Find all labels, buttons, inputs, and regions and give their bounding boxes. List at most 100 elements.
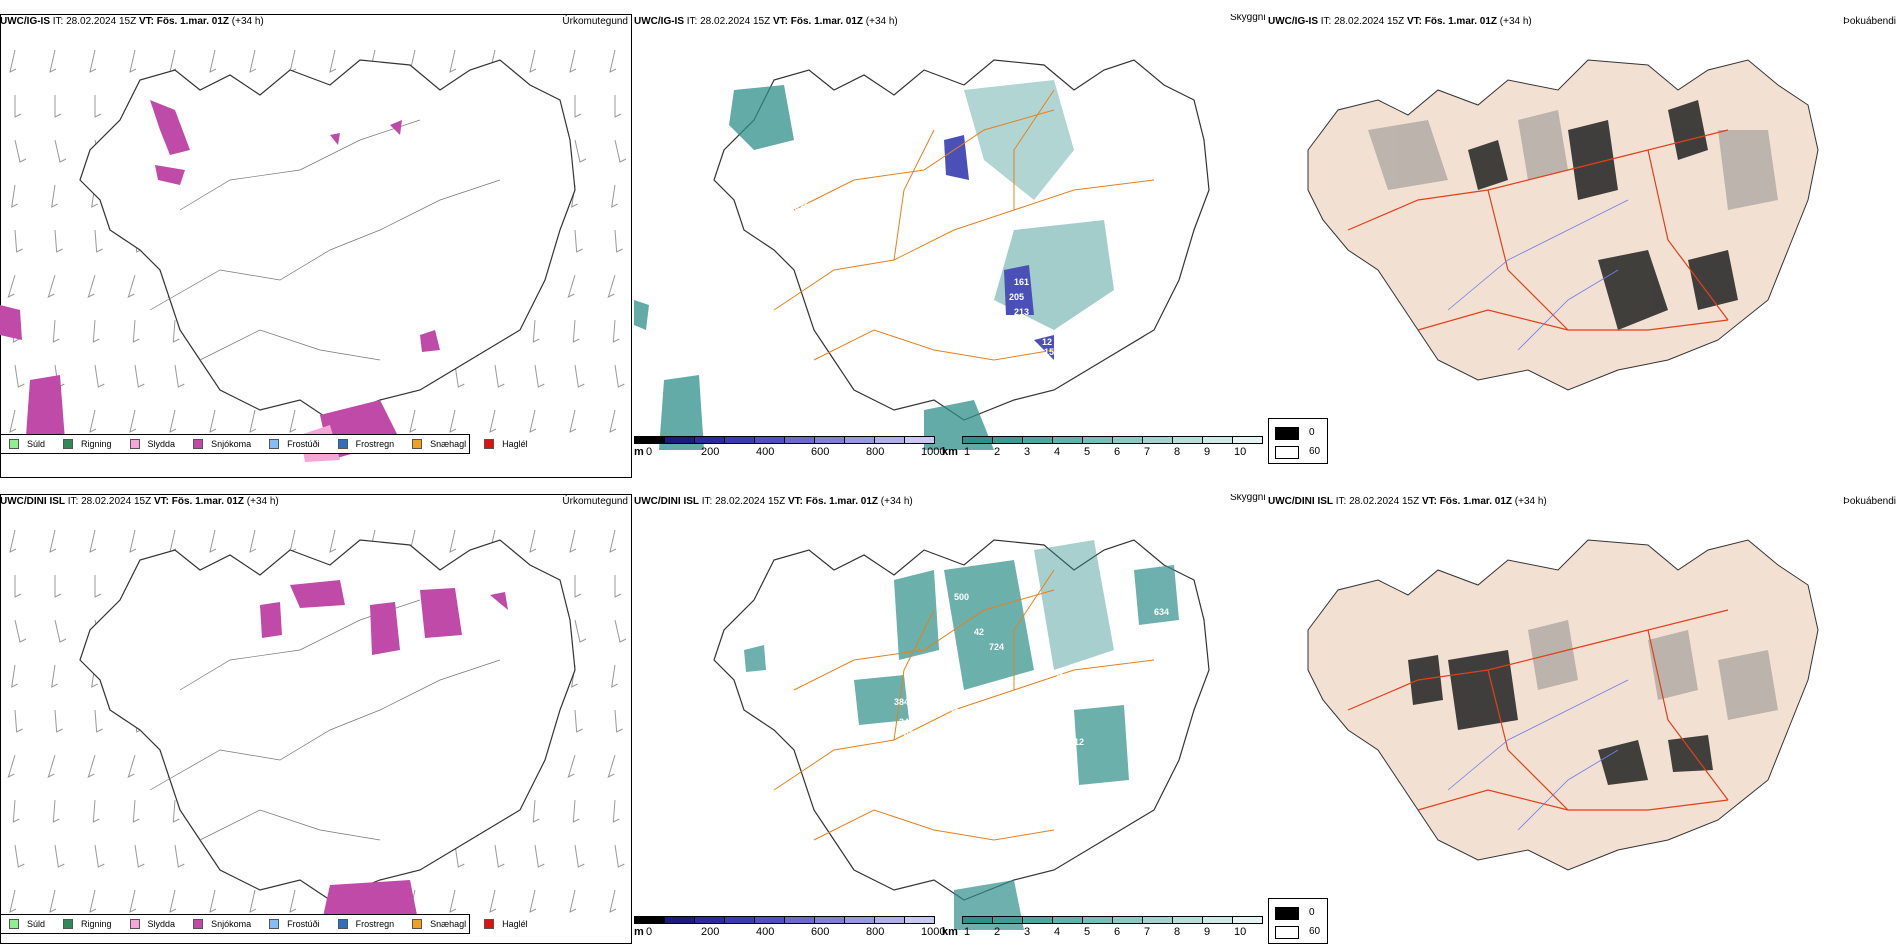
wind-barb (54, 709, 63, 733)
fog-panel-top: UWC/IG-IS IT: 28.02.2024 15Z VT: Fös. 1.… (1268, 14, 1900, 480)
wind-barb (172, 319, 180, 343)
wind-barb (14, 575, 22, 598)
visibility-value-label: 205 (1009, 292, 1024, 302)
panel-title: Skyggni (1230, 14, 1266, 23)
model-name: UWC/IG-IS (1268, 16, 1318, 27)
visibility-panel-bottom: UWC/DINI ISL IT: 28.02.2024 15Z VT: Fös.… (634, 494, 1266, 950)
fog-scale-low-label: 60 (1309, 446, 1321, 457)
precip-panel-top: UWC/IG-IS IT: 28.02.2024 15Z VT: Fös. 1.… (0, 14, 632, 480)
scale-swatch-m (724, 916, 755, 924)
scale-swatch-m (874, 436, 905, 444)
wind-barb (174, 844, 185, 868)
wind-barb (449, 49, 457, 73)
wind-barb (94, 575, 102, 598)
wind-barb (94, 229, 103, 253)
scale-tick-km: 1 (964, 446, 971, 458)
legend-swatch (484, 439, 495, 449)
scale-tick-m: 400 (756, 446, 775, 458)
iceland-coastline (713, 539, 1210, 901)
wind-barb (92, 799, 100, 823)
indigo-very-low-visibility (944, 135, 1054, 360)
wind-barb (94, 95, 102, 118)
scale-swatch-m (814, 916, 845, 924)
panel-header: UWC/DINI ISL IT: 28.02.2024 15Z VT: Fös.… (1268, 496, 1547, 507)
wind-barb (494, 364, 505, 388)
wind-barb (7, 274, 16, 298)
model-name: UWC/DINI ISL (0, 496, 65, 507)
wind-barb (534, 844, 545, 868)
visibility-value-label: 433 (904, 729, 919, 739)
wind-barb (172, 799, 180, 823)
wind-barb (409, 409, 417, 433)
scale-tick-km: 9 (1204, 926, 1211, 938)
wind-barb (609, 529, 617, 553)
visibility-value-label: 468 (804, 172, 819, 182)
legend-label: Frostregn (355, 919, 395, 929)
wind-barb (9, 529, 17, 553)
scale-tick-km: 7 (1144, 446, 1151, 458)
scale-tick-m: 800 (866, 926, 885, 938)
wind-barb (572, 319, 580, 343)
fog-scale-swatch-low (1275, 926, 1299, 939)
wind-barb (614, 575, 622, 598)
scale-tick-m: 200 (701, 926, 720, 938)
wind-barb (489, 889, 497, 913)
scale-swatch-km (1112, 916, 1143, 924)
snow-areas (260, 580, 508, 930)
legend-item: Snæhagl (412, 439, 466, 449)
scale-swatch-m (874, 916, 905, 924)
scale-tick-km: 2 (994, 926, 1001, 938)
scale-swatch-km (1082, 916, 1113, 924)
legend-label: Haglél (502, 439, 528, 449)
wind-barb (7, 754, 16, 778)
scale-swatch-m (754, 436, 785, 444)
scale-tick-km: 5 (1084, 446, 1091, 458)
wind-barb (169, 409, 177, 433)
scale-swatch-km (992, 436, 1023, 444)
wind-barb (567, 754, 576, 778)
wind-barb (329, 49, 337, 73)
wind-barb (49, 49, 57, 73)
visibility-value-label: 1243 (944, 394, 964, 404)
wind-barb (249, 529, 257, 553)
wind-barb (489, 409, 497, 433)
panel-header: UWC/IG-IS IT: 28.02.2024 15Z VT: Fös. 1.… (0, 16, 264, 27)
fog-scale-low-label: 60 (1309, 926, 1321, 937)
legend-swatch (337, 919, 348, 929)
fog-grey-areas (1528, 620, 1778, 720)
wind-barb (11, 664, 18, 688)
scale-tick-km: 3 (1024, 446, 1031, 458)
legend-item: Súld (9, 439, 45, 449)
panel-title: Úrkomutegund (562, 16, 628, 27)
legend-label: Slydda (147, 439, 176, 449)
legend-label: Súld (27, 919, 46, 929)
roads (773, 569, 1155, 841)
legend-swatch (193, 439, 204, 449)
wind-barb (209, 889, 217, 913)
scale-swatch-km (1022, 916, 1053, 924)
fog-scale-swatch-low (1275, 446, 1299, 459)
wind-barb (14, 709, 23, 733)
legend-swatch (129, 919, 140, 929)
legend-swatch (9, 919, 19, 929)
visibility-value-label: 500 (954, 592, 969, 602)
legend-swatch (63, 919, 74, 929)
wind-barb (92, 319, 100, 343)
wind-barb (89, 529, 97, 553)
panel-header: UWC/DINI ISL IT: 28.02.2024 15Z VT: Fös.… (0, 496, 279, 507)
visibility-scale: m 0 200 400 600 800 1000 km 1 2 3 4 5 6 7 8 9 10 (634, 916, 1266, 946)
wind-barb (127, 274, 136, 298)
wind-barb (574, 575, 582, 598)
iceland-map-precip (0, 49, 627, 462)
wind-barb (54, 619, 67, 643)
legend-swatch (63, 439, 74, 449)
wind-barb (612, 319, 620, 343)
scale-swatch-m (664, 436, 695, 444)
legend-label: Snjókoma (211, 919, 252, 929)
wind-barb (9, 409, 17, 433)
scale-swatch-m (814, 436, 845, 444)
visibility-value-label: 140 (1184, 617, 1199, 627)
scale-tick-km: 10 (1234, 926, 1247, 938)
